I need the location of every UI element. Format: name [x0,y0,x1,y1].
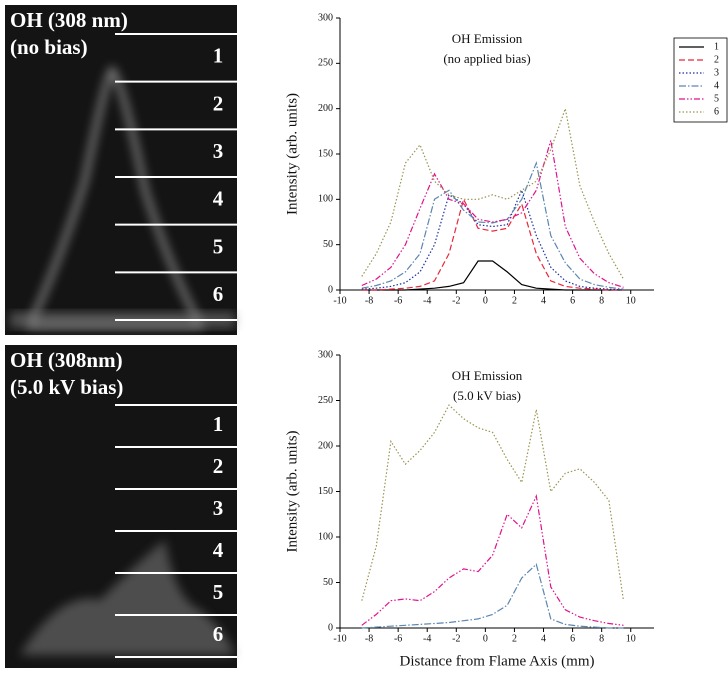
legend-label: 3 [714,67,719,78]
x-tick-label: -10 [333,295,346,306]
series-line [361,404,625,601]
x-tick-label: 0 [483,295,488,306]
series-line [361,140,624,288]
y-tick-label: 200 [318,440,333,451]
x-tick-label: 4 [541,295,546,306]
panel-label: OH (308nm) [10,348,123,372]
y-tick-label: 0 [328,622,333,633]
series-line [361,563,624,629]
zone-label: 1 [213,44,224,68]
zone-label: 6 [213,282,224,306]
legend-label: 1 [714,41,719,52]
x-tick-label: 0 [483,633,488,644]
y-tick-label: 200 [318,103,333,114]
zone-label: 4 [213,187,224,211]
x-tick-label: 6 [570,295,575,306]
x-tick-label: -6 [394,295,402,306]
flame-glow [20,540,235,655]
photo-labels: OH (308 nm) (no bias) 1 2 3 4 5 6 OH (308nm) (5.0… [10,8,237,658]
zone-label: 4 [213,538,224,562]
chart-subtitle: (no applied bias) [443,51,530,66]
legend-label: 2 [714,54,719,65]
zone-label: 1 [213,412,224,436]
chart-title: OH Emission [452,368,523,383]
panel-label: (no bias) [10,35,88,59]
legend-label: 6 [714,106,719,117]
y-axis-label: Intensity (arb. units) [284,430,300,552]
zone-label: 3 [213,139,224,163]
x-tick-label: -6 [394,633,402,644]
x-tick-label: -10 [333,633,346,644]
legend-label: 5 [714,93,719,104]
x-tick-label: -8 [365,295,373,306]
x-tick-label: 2 [512,295,517,306]
panel-label: (5.0 kV bias) [10,375,123,399]
x-tick-label: 10 [626,633,636,644]
y-axis-label: Intensity (arb. units) [284,93,300,215]
x-tick-label: 10 [626,295,636,306]
y-tick-label: 250 [318,58,333,69]
x-tick-label: -8 [365,633,373,644]
y-tick-label: 50 [323,239,333,250]
series-line [361,188,624,291]
series-line [361,197,624,291]
x-tick-label: 8 [599,295,604,306]
zone-label: 2 [213,91,224,115]
y-tick-label: 300 [318,349,333,360]
x-tick-label: 4 [541,633,546,644]
photo [5,5,237,335]
chart-subtitle: (5.0 kV bias) [453,388,521,403]
y-tick-label: 50 [323,577,333,588]
zone-label: 3 [213,496,224,520]
x-tick-label: -4 [423,295,431,306]
y-tick-label: 150 [318,148,333,159]
x-tick-label: -4 [423,633,431,644]
series-line [361,161,624,290]
flame-glow [25,65,206,328]
x-tick-label: 8 [599,633,604,644]
x-axis-label: Distance from Flame Axis (mm) [400,653,595,669]
series-line [361,260,624,291]
legend-label: 4 [714,80,719,91]
x-tick-label: 6 [570,633,575,644]
y-tick-label: 300 [318,12,333,23]
y-tick-label: 150 [318,486,333,497]
y-tick-label: 100 [318,531,333,542]
y-tick-label: 100 [318,194,333,205]
zone-label: 5 [213,234,224,258]
chart-title: OH Emission [452,31,523,46]
series-line [361,106,625,280]
x-tick-label: 2 [512,633,517,644]
legend-box [673,37,728,123]
zone-label: 5 [213,580,224,604]
x-tick-label: -2 [452,633,460,644]
y-tick-label: 0 [328,284,333,295]
y-tick-label: 250 [318,395,333,406]
zone-label: 6 [213,622,224,646]
series-line [361,494,624,626]
x-tick-label: -2 [452,295,460,306]
panel-label: OH (308 nm) [10,8,128,32]
zone-label: 2 [213,454,224,478]
